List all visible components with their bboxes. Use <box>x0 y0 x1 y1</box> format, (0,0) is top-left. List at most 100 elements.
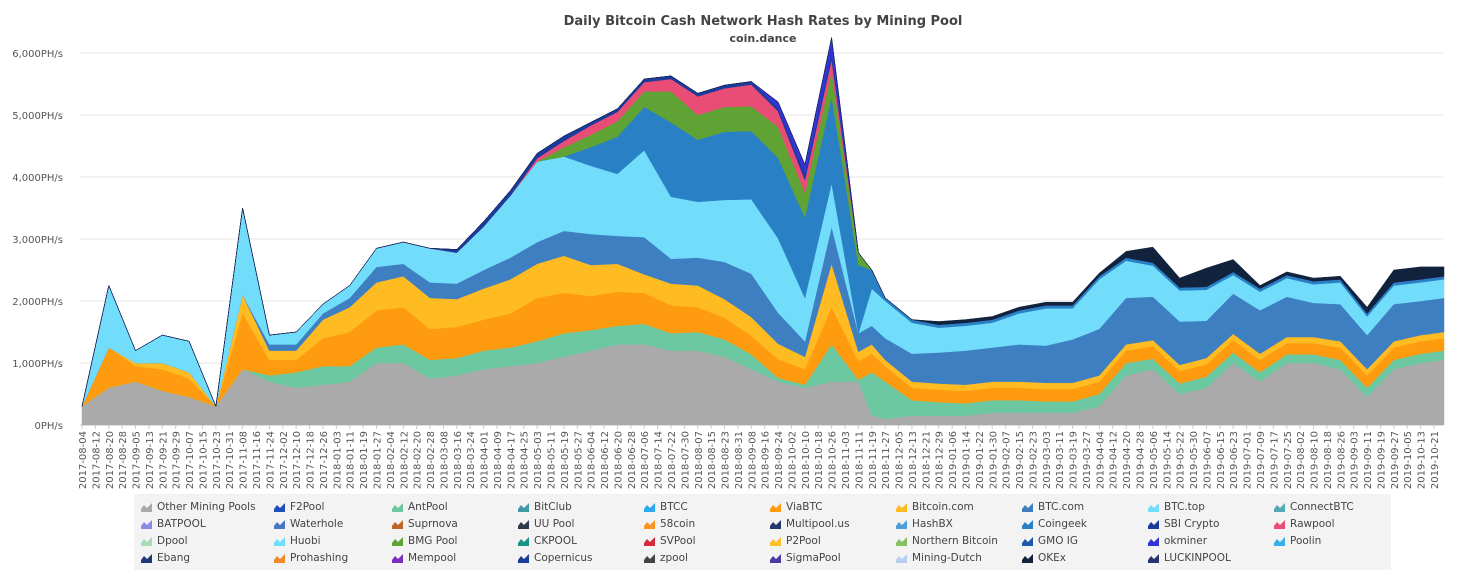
x-tick-label: 2018-05-19 <box>560 431 571 489</box>
legend-label: Coingeek <box>1038 518 1087 530</box>
x-tick-label: 2019-03-27 <box>1082 431 1093 489</box>
x-tick-label: 2019-01-06 <box>948 431 959 489</box>
x-tick-label: 2018-11-19 <box>868 431 879 489</box>
legend-label: Other Mining Pools <box>157 501 256 513</box>
legend-item[interactable]: BTC.top <box>1148 499 1205 515</box>
legend-item[interactable]: BTCC <box>644 499 688 515</box>
legend-label: okminer <box>1164 535 1208 547</box>
legend-item[interactable]: Huobi <box>274 533 321 549</box>
x-tick-label: 2018-12-29 <box>935 431 946 489</box>
x-tick-label: 2017-12-18 <box>306 431 317 489</box>
legend-item[interactable]: UU Pool <box>518 516 574 532</box>
legend-item[interactable]: Coingeek <box>1022 516 1087 532</box>
legend-swatch-icon <box>896 519 907 529</box>
legend-item[interactable]: Poolin <box>1274 533 1321 549</box>
legend-swatch-icon <box>392 553 403 563</box>
x-tick-label: 2019-07-25 <box>1283 431 1294 489</box>
legend-item[interactable]: OKEx <box>1022 550 1066 566</box>
y-axis: 0PH/s 1,000PH/s 2,000PH/s 3,000PH/s 4,000PH/… <box>12 49 63 432</box>
legend-item[interactable]: P2Pool <box>770 533 821 549</box>
legend-item[interactable]: Prohashing <box>274 550 348 566</box>
legend-item[interactable]: SBI Crypto <box>1148 516 1219 532</box>
legend-label: zpool <box>660 552 688 564</box>
x-tick-label: 2018-07-22 <box>667 431 678 489</box>
x-tick-label: 2017-08-20 <box>105 431 116 489</box>
x-tick-label: 2018-05-27 <box>573 431 584 489</box>
x-tick-label: 2019-02-15 <box>1015 431 1026 489</box>
legend-label: Rawpool <box>1290 518 1335 530</box>
legend-item[interactable]: Other Mining Pools <box>141 499 256 515</box>
legend-swatch-icon <box>1274 502 1285 512</box>
x-tick-label: 2018-11-11 <box>854 431 865 489</box>
legend-item[interactable]: ViaBTC <box>770 499 823 515</box>
legend-label: Waterhole <box>290 518 344 530</box>
legend-item[interactable]: BATPOOL <box>141 516 206 532</box>
chart-subtitle: coin.dance <box>729 32 797 45</box>
legend-item[interactable]: BMG Pool <box>392 533 457 549</box>
legend-item[interactable]: BTC.com <box>1022 499 1084 515</box>
x-tick-label: 2017-11-16 <box>252 431 263 489</box>
legend-label: Bitcoin.com <box>912 501 974 513</box>
x-tick-label: 2019-01-30 <box>988 431 999 489</box>
legend-label: Poolin <box>1290 535 1322 547</box>
legend-swatch-icon <box>518 553 529 563</box>
legend-item[interactable]: HashBX <box>896 516 953 532</box>
legend-item[interactable]: SigmaPool <box>770 550 841 566</box>
legend-swatch-icon <box>770 536 781 546</box>
x-tick-label: 2018-08-07 <box>694 431 705 489</box>
legend-item[interactable]: LUCKINPOOL <box>1148 550 1231 566</box>
x-tick-label: 2019-08-02 <box>1296 431 1307 489</box>
x-tick-label: 2018-09-08 <box>747 431 758 489</box>
legend-item[interactable]: SVPool <box>644 533 696 549</box>
legend-item[interactable]: zpool <box>644 550 688 566</box>
x-tick-label: 2018-02-12 <box>399 431 410 489</box>
legend-label: Huobi <box>290 535 321 547</box>
legend-label: F2Pool <box>290 501 325 513</box>
legend-item[interactable]: ConnectBTC <box>1274 499 1354 515</box>
legend-swatch-icon <box>141 519 152 529</box>
legend-label: Multipool.us <box>786 518 850 530</box>
legend-item[interactable]: Waterhole <box>274 516 343 532</box>
x-tick-label: 2018-04-01 <box>480 431 491 489</box>
legend-item[interactable]: Suprnova <box>392 516 458 532</box>
x-tick-label: 2019-09-27 <box>1390 431 1401 489</box>
legend-swatch-icon <box>274 502 285 512</box>
x-tick-label: 2017-10-15 <box>198 431 209 489</box>
legend-swatch-icon <box>392 502 403 512</box>
x-tick-label: 2017-09-13 <box>145 431 156 489</box>
x-tick-label: 2018-12-13 <box>908 431 919 489</box>
x-tick-label: 2019-01-22 <box>975 431 986 489</box>
legend-swatch-icon <box>518 502 529 512</box>
legend-item[interactable]: F2Pool <box>274 499 324 515</box>
x-tick-label: 2017-08-28 <box>118 431 129 489</box>
legend-swatch-icon <box>1274 536 1285 546</box>
x-tick-label: 2019-03-11 <box>1055 431 1066 489</box>
legend-item[interactable]: Rawpool <box>1274 516 1335 532</box>
legend-item[interactable]: Copernicus <box>518 550 592 566</box>
legend-item[interactable]: Dpool <box>141 533 188 549</box>
legend-item[interactable]: BitClub <box>518 499 572 515</box>
x-tick-label: 2019-07-17 <box>1269 431 1280 489</box>
legend-label: HashBX <box>912 518 953 530</box>
legend-item[interactable]: CKPOOL <box>518 533 577 549</box>
legend-swatch-icon <box>141 536 152 546</box>
legend-item[interactable]: Mining-Dutch <box>896 550 982 566</box>
legend-item[interactable]: Mempool <box>392 550 456 566</box>
legend-item[interactable]: okminer <box>1148 533 1207 549</box>
legend-swatch-icon <box>896 536 907 546</box>
legend-item[interactable]: Ebang <box>141 550 190 566</box>
legend-item[interactable]: Northern Bitcoin <box>896 533 998 549</box>
legend-label: 58coin <box>660 518 696 530</box>
legend-item[interactable]: Multipool.us <box>770 516 850 532</box>
legend-item[interactable]: 58coin <box>644 516 695 532</box>
legend-item[interactable]: Bitcoin.com <box>896 499 974 515</box>
x-tick-label: 2018-04-09 <box>493 431 504 489</box>
legend-item[interactable]: AntPool <box>392 499 448 515</box>
legend-label: Prohashing <box>290 552 349 564</box>
x-tick-label: 2019-10-21 <box>1430 431 1441 489</box>
legend-swatch-icon <box>644 519 655 529</box>
legend-item[interactable]: GMO IG <box>1022 533 1078 549</box>
legend-swatch-icon <box>1022 536 1033 546</box>
chart-plot: 0PH/s 1,000PH/s 2,000PH/s 3,000PH/s 4,000PH/… <box>12 37 1445 489</box>
x-tick-label: 2018-08-15 <box>707 431 718 489</box>
